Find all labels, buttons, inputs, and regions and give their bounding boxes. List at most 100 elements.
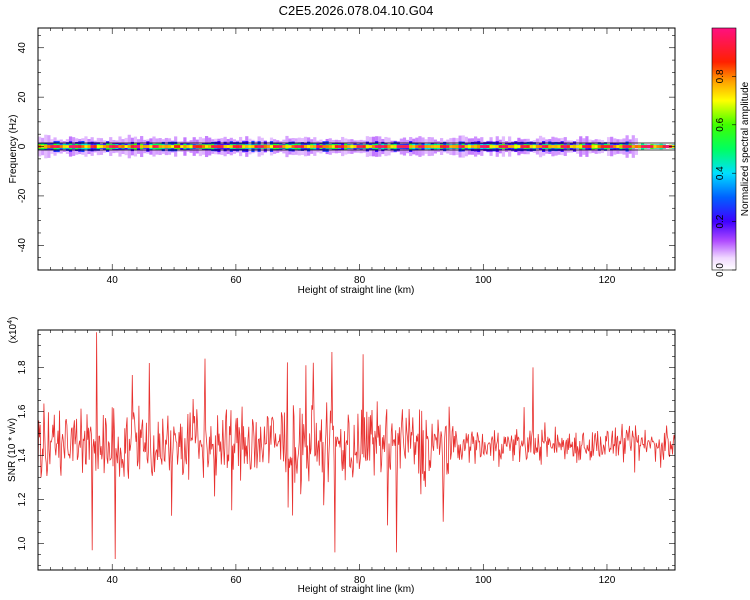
heat-cell bbox=[415, 145, 419, 148]
x-tick-label: 40 bbox=[107, 275, 119, 286]
heat-cell bbox=[325, 145, 329, 148]
heat-cell bbox=[130, 145, 134, 148]
heat-cell bbox=[659, 145, 663, 148]
heat-cell bbox=[619, 145, 623, 148]
heat-cell bbox=[53, 145, 57, 148]
heat-cell bbox=[600, 145, 604, 148]
heat-cell bbox=[470, 145, 475, 148]
heat-cell bbox=[594, 145, 598, 148]
heat-cell bbox=[480, 145, 484, 148]
heat-cell bbox=[371, 145, 376, 148]
heat-cell bbox=[350, 145, 354, 148]
heat-cell bbox=[514, 145, 518, 148]
heat-cell bbox=[356, 145, 360, 148]
heat-cell bbox=[665, 145, 669, 148]
heat-cell bbox=[520, 145, 524, 148]
heat-cell bbox=[133, 145, 138, 148]
heat-cell bbox=[412, 145, 416, 148]
heat-cell bbox=[217, 145, 221, 148]
heat-cell bbox=[257, 145, 261, 148]
y-tick-label: 1.0 bbox=[17, 536, 28, 550]
x-tick-label: 40 bbox=[107, 575, 119, 586]
heat-cell bbox=[362, 145, 366, 148]
heat-cell bbox=[316, 145, 320, 148]
heat-cell bbox=[381, 145, 385, 148]
heat-cell bbox=[87, 145, 91, 148]
heat-cell bbox=[260, 145, 264, 148]
heat-cell bbox=[551, 145, 555, 148]
heat-cell bbox=[501, 145, 506, 148]
heat-cell bbox=[334, 145, 339, 148]
heat-cell bbox=[263, 145, 267, 148]
heat-cell bbox=[402, 145, 407, 148]
heat-cell bbox=[588, 145, 592, 148]
heat-cell bbox=[211, 145, 215, 148]
spectrogram-x-label: Height of straight line (km) bbox=[298, 285, 415, 296]
heat-cell bbox=[483, 145, 487, 148]
y-tick-label: -20 bbox=[17, 188, 28, 203]
y-tick-label: 20 bbox=[17, 91, 28, 103]
heat-cell bbox=[242, 145, 246, 148]
snr-y-label: SNR (10 * v/v) bbox=[7, 418, 18, 482]
heat-cell bbox=[254, 145, 258, 148]
heat-cell bbox=[446, 145, 450, 148]
heat-cell bbox=[436, 145, 441, 148]
heat-cell bbox=[399, 145, 403, 148]
heat-cell bbox=[393, 145, 397, 148]
heat-cell bbox=[75, 145, 79, 148]
heat-cell bbox=[625, 145, 629, 148]
chart-title: C2E5.2026.078.04.10.G04 bbox=[279, 3, 434, 18]
heat-cell bbox=[303, 145, 308, 148]
heat-cell bbox=[47, 145, 51, 148]
heat-cell bbox=[294, 145, 298, 148]
heat-cell bbox=[223, 145, 227, 148]
heat-cell bbox=[606, 145, 611, 148]
heat-cell bbox=[464, 145, 468, 148]
heat-cell bbox=[538, 145, 543, 148]
heat-cell bbox=[365, 145, 369, 148]
heat-cell bbox=[291, 145, 295, 148]
heat-cell bbox=[545, 145, 549, 148]
heat-cell bbox=[542, 145, 546, 148]
heat-cell bbox=[180, 145, 184, 148]
snr-panel: 40 60 80 100 120 1.0 1.2 1.4 1.6 1.8 Height of st… bbox=[7, 317, 676, 595]
heat-cell bbox=[99, 145, 104, 148]
heat-cell bbox=[421, 145, 425, 148]
heat-cell bbox=[192, 145, 196, 148]
heat-cell bbox=[106, 145, 110, 148]
heat-cell bbox=[68, 145, 73, 148]
heat-cell bbox=[78, 145, 82, 148]
heat-cell bbox=[390, 145, 394, 148]
heat-cell bbox=[285, 145, 289, 148]
heat-cell bbox=[405, 145, 410, 148]
heat-cell bbox=[62, 145, 66, 148]
heat-cell bbox=[121, 145, 125, 148]
heat-cell bbox=[288, 145, 292, 148]
heat-cell bbox=[140, 145, 144, 148]
heat-cell bbox=[273, 145, 277, 148]
heat-cell bbox=[93, 145, 97, 148]
heat-cell bbox=[341, 145, 345, 148]
heat-cell bbox=[174, 145, 178, 148]
heat-cell bbox=[96, 145, 100, 148]
heat-cell bbox=[183, 145, 187, 148]
colorbar: 0.0 0.2 0.4 0.6 0.8 Normalized spectral ampl… bbox=[711, 27, 750, 277]
heat-cell bbox=[461, 145, 465, 148]
heat-cell bbox=[449, 145, 453, 148]
heat-cell bbox=[396, 145, 400, 148]
heat-cell bbox=[439, 145, 444, 148]
heat-cell bbox=[529, 145, 533, 148]
heat-cell bbox=[279, 145, 283, 148]
heat-cell bbox=[164, 145, 168, 148]
heat-cell bbox=[474, 145, 478, 148]
heat-cell bbox=[297, 145, 301, 148]
heat-cell bbox=[576, 145, 580, 148]
y-tick-label: 1.8 bbox=[17, 360, 28, 374]
heat-cell bbox=[238, 145, 243, 148]
heat-cell bbox=[631, 145, 635, 148]
heat-cell bbox=[344, 145, 348, 148]
heat-cell bbox=[644, 145, 648, 148]
y-tick-label: 1.4 bbox=[17, 448, 28, 462]
heat-cell bbox=[146, 145, 150, 148]
x-tick-label: 60 bbox=[230, 275, 242, 286]
